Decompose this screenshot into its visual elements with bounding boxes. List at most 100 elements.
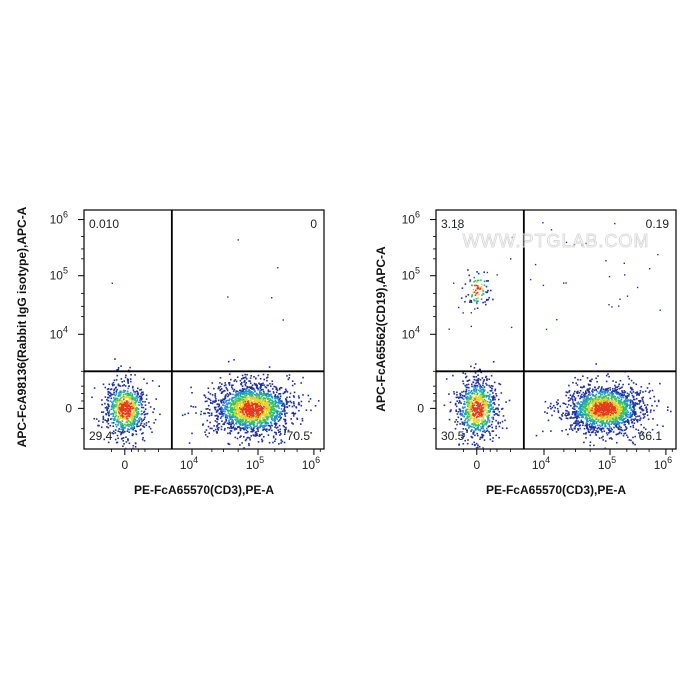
event-dot — [113, 379, 116, 382]
event-dot — [490, 385, 493, 387]
event-dot — [217, 423, 220, 425]
event-dot — [571, 424, 573, 426]
event-dot — [280, 411, 282, 413]
event-dot — [264, 421, 266, 424]
event-dot — [257, 407, 259, 410]
event-dot — [114, 399, 116, 402]
event-dot — [257, 430, 259, 432]
event-dot — [276, 418, 279, 420]
y-tick-label: 106 — [50, 210, 68, 227]
event-dot — [476, 409, 478, 412]
event-dot — [600, 401, 602, 404]
event-dot — [483, 402, 485, 404]
event-dot — [220, 399, 222, 401]
event-dot — [620, 393, 622, 395]
event-dot — [471, 443, 474, 446]
event-dot — [492, 395, 495, 397]
event-dot — [476, 384, 479, 387]
event-dot — [116, 369, 118, 371]
event-dot — [481, 395, 483, 397]
event-dot — [587, 393, 590, 396]
event-dot — [260, 433, 263, 436]
event-dot — [621, 422, 623, 424]
event-dot — [615, 433, 618, 436]
event-dot — [281, 400, 283, 403]
event-dot — [601, 397, 603, 399]
event-dot — [102, 421, 104, 423]
event-dot — [224, 415, 227, 417]
event-dot — [619, 412, 622, 414]
event-dot — [654, 400, 656, 403]
event-dot — [237, 426, 239, 428]
event-dot — [567, 412, 569, 415]
event-dot — [268, 399, 271, 402]
event-dot — [237, 409, 239, 411]
event-dot — [273, 412, 275, 414]
event-dot — [130, 425, 133, 427]
event-dot — [610, 423, 613, 425]
event-dot — [259, 414, 262, 417]
event-dot — [623, 403, 626, 405]
event-dot — [615, 391, 618, 394]
event-dot — [291, 422, 293, 424]
event-dot — [479, 390, 482, 392]
event-dot — [601, 399, 603, 402]
event-dot — [256, 422, 259, 425]
event-dot — [557, 402, 559, 405]
event-dot — [271, 383, 274, 385]
event-dot — [667, 406, 669, 408]
event-dot — [221, 407, 223, 409]
event-dot — [475, 391, 478, 393]
event-dot — [466, 408, 469, 411]
event-dot — [225, 420, 227, 422]
event-dot — [211, 402, 214, 405]
event-dot — [613, 407, 615, 409]
event-dot — [600, 411, 603, 413]
event-dot — [238, 408, 240, 411]
event-dot — [120, 438, 123, 440]
event-dot — [241, 390, 243, 393]
event-dot — [114, 405, 116, 408]
event-dot — [238, 411, 241, 414]
event-dot — [247, 402, 249, 405]
event-dot — [247, 401, 249, 403]
event-dot — [592, 422, 594, 424]
event-dot — [134, 411, 136, 413]
event-dot — [475, 413, 477, 415]
event-dot — [241, 413, 244, 416]
event-dot — [454, 402, 457, 405]
event-dot — [255, 397, 258, 400]
event-dot — [228, 384, 231, 386]
event-dot — [255, 434, 258, 437]
event-dot — [242, 422, 244, 425]
event-dot — [591, 378, 593, 381]
event-dot — [615, 404, 617, 406]
event-dot — [128, 428, 131, 431]
event-dot — [253, 376, 255, 378]
event-dot — [298, 409, 300, 412]
event-dot — [231, 386, 233, 388]
event-dot — [651, 404, 653, 407]
event-dot — [492, 392, 494, 394]
event-dot — [508, 399, 511, 402]
event-dot — [256, 403, 259, 405]
event-dot — [293, 434, 295, 436]
event-dot — [478, 389, 480, 392]
event-dot — [245, 421, 247, 424]
event-dot — [606, 409, 608, 412]
event-dot — [604, 407, 607, 409]
event-dot — [229, 417, 232, 420]
event-dot — [106, 426, 108, 428]
event-dot — [114, 394, 117, 397]
event-dot — [497, 408, 499, 411]
event-dot — [260, 386, 262, 388]
event-dot — [637, 429, 640, 431]
event-dot — [596, 390, 599, 393]
event-dot — [478, 420, 480, 422]
event-dot — [144, 413, 147, 415]
event-dot — [261, 413, 264, 416]
event-dot — [617, 433, 620, 435]
event-dot — [124, 402, 126, 404]
event-dot — [570, 417, 572, 419]
event-dot — [595, 405, 598, 407]
